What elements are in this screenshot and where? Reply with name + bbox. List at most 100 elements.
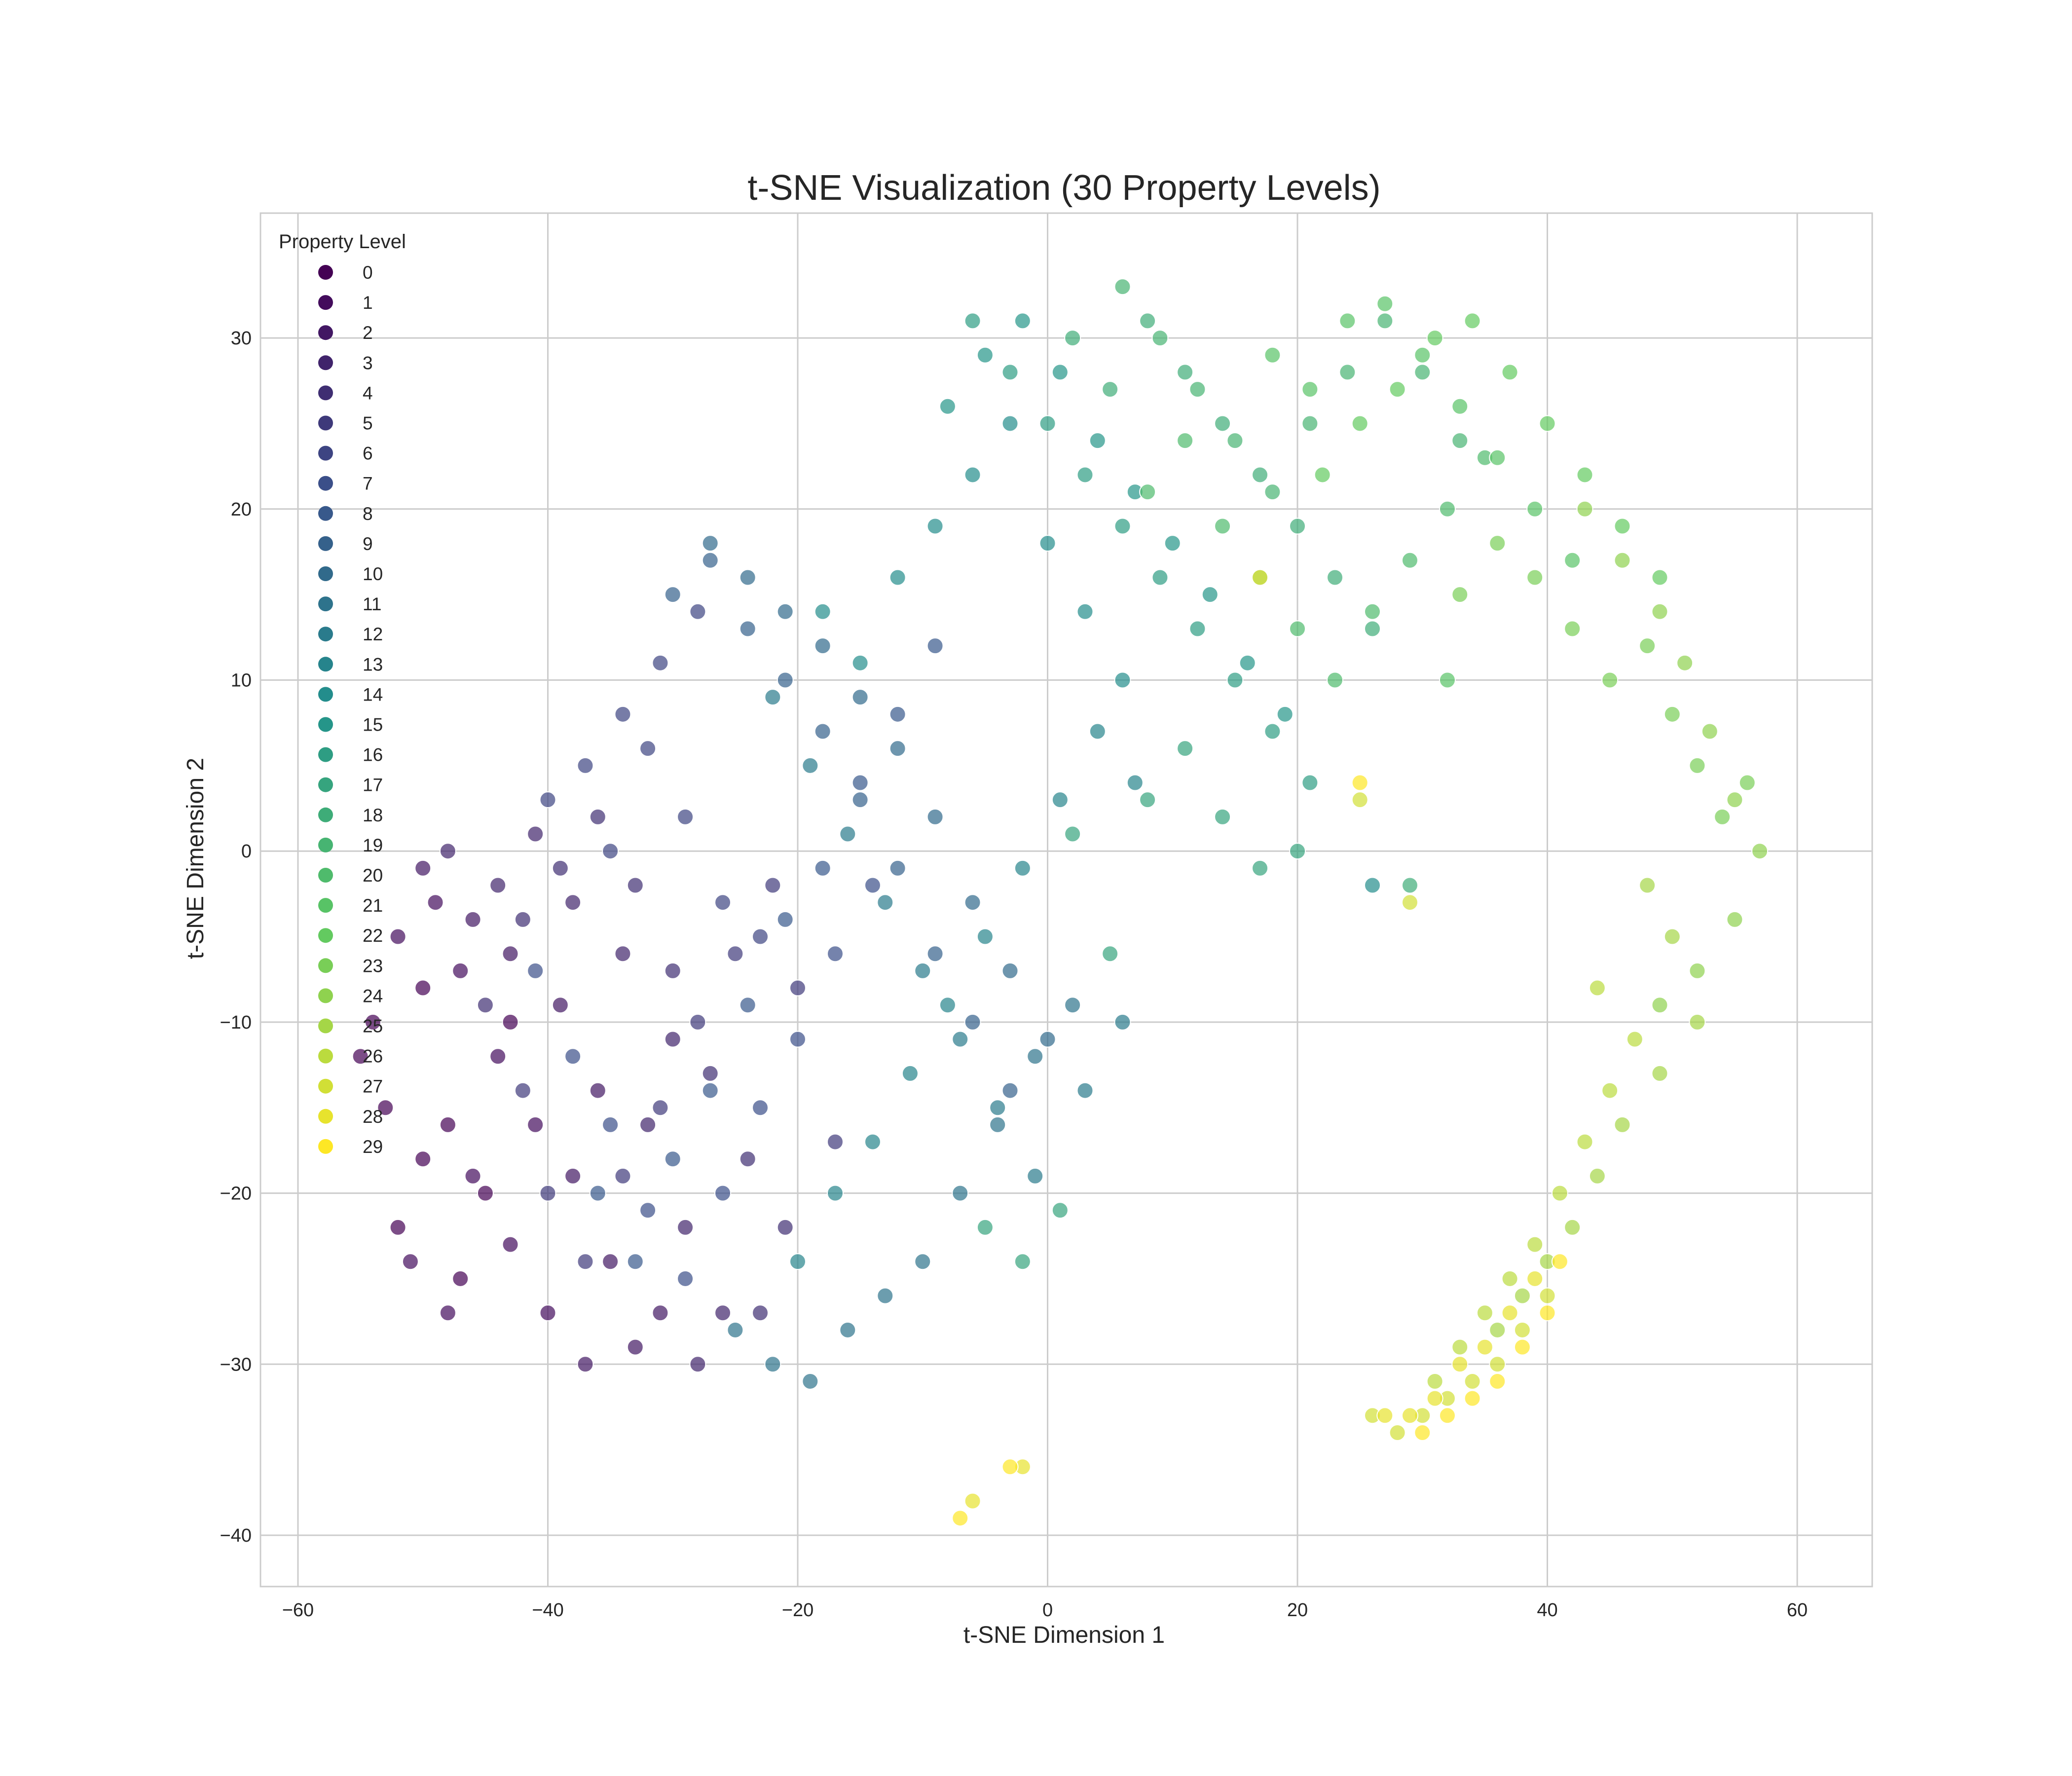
scatter-point (1651, 997, 1668, 1014)
series-14 (814, 415, 1381, 894)
legend-label: 25 (363, 1016, 383, 1036)
scatter-point (1526, 500, 1544, 518)
scatter-point (1464, 312, 1481, 330)
series-27 (1351, 791, 1556, 1441)
scatter-point (1614, 518, 1631, 535)
scatter-point (514, 1082, 531, 1099)
series-24 (1576, 500, 1769, 1014)
x-axis-label: t-SNE Dimension 1 (963, 1622, 1165, 1648)
scatter-point (964, 1013, 981, 1031)
scatter-point (527, 1116, 544, 1133)
y-tick-label: −40 (220, 1525, 252, 1546)
scatter-point (1076, 466, 1094, 483)
y-tick-label: 20 (231, 499, 252, 520)
scatter-point (864, 1133, 881, 1150)
y-axis-label: t-SNE Dimension 2 (183, 758, 209, 959)
scatter-point (1501, 1304, 1518, 1322)
scatter-point (1214, 808, 1231, 825)
scatter-point (1102, 381, 1119, 398)
scatter-point (739, 997, 756, 1014)
scatter-point (1451, 1356, 1469, 1373)
scatter-point (964, 894, 981, 911)
scatter-point (702, 1082, 719, 1099)
scatter-point (1451, 1338, 1469, 1356)
scatter-point (1239, 654, 1256, 671)
scatter-point (714, 894, 732, 911)
scatter-point (826, 945, 844, 962)
scatter-point (1214, 415, 1231, 432)
scatter-point (627, 877, 644, 894)
scatter-point (552, 997, 569, 1014)
scatter-point (1576, 466, 1593, 483)
legend-marker (318, 928, 333, 943)
legend-marker (318, 1018, 333, 1034)
scatter-point (1226, 671, 1244, 689)
scatter-point (976, 1219, 994, 1236)
scatter-point (1264, 346, 1281, 364)
scatter-point (639, 1202, 657, 1219)
scatter-point (1114, 1013, 1131, 1031)
scatter-point (677, 1219, 694, 1236)
scatter-point (689, 1013, 706, 1031)
scatter-point (1614, 552, 1631, 569)
scatter-point (652, 1304, 669, 1322)
scatter-point (614, 705, 631, 723)
scatter-point (589, 1184, 606, 1202)
x-tick-label: −60 (282, 1600, 314, 1621)
scatter-point (1476, 1304, 1493, 1322)
series-8 (589, 637, 944, 1270)
scatter-point (1102, 945, 1119, 962)
series-6 (539, 603, 769, 945)
scatter-point (1676, 654, 1694, 671)
scatter-point (1051, 1202, 1069, 1219)
scatter-point (1264, 483, 1281, 501)
legend-marker (318, 445, 333, 461)
scatter-point (1589, 979, 1606, 997)
scatter-point (1751, 843, 1769, 860)
scatter-point (1064, 997, 1081, 1014)
scatter-point (1489, 1321, 1506, 1338)
scatter-point (677, 1270, 694, 1287)
scatter-point (1351, 415, 1369, 432)
scatter-point (739, 620, 756, 637)
scatter-point (1576, 1133, 1593, 1150)
series-19 (1114, 278, 1469, 501)
scatter-point (414, 859, 432, 877)
scatter-point (1426, 1372, 1443, 1390)
scatter-point (564, 1167, 582, 1184)
scatter-point (814, 723, 831, 740)
scatter-point (1589, 1167, 1606, 1184)
scatter-point (1389, 1424, 1406, 1441)
scatter-point (1664, 928, 1681, 945)
scatter-point (1014, 312, 1031, 330)
series-25 (1489, 877, 1706, 1338)
legend-marker (318, 265, 333, 280)
scatter-point (577, 1356, 594, 1373)
scatter-point (851, 689, 869, 706)
legend-title: Property Level (279, 231, 406, 253)
scatter-point (714, 1184, 732, 1202)
scatter-point (364, 1013, 381, 1031)
scatter-point (1639, 877, 1656, 894)
scatter-point (1189, 620, 1206, 637)
legend-marker (318, 596, 333, 612)
legend-marker (318, 868, 333, 883)
scatter-point (1514, 1287, 1531, 1304)
scatter-point (752, 928, 769, 945)
scatter-point (789, 979, 806, 997)
scatter-point (1739, 774, 1756, 791)
series-5 (514, 877, 844, 1270)
x-axis-ticks: −60 −40 −20 0 20 40 60 (282, 1600, 1808, 1621)
legend-label: 16 (363, 745, 383, 765)
scatter-point (689, 603, 706, 620)
scatter-point (577, 1253, 594, 1270)
scatter-point (839, 825, 856, 843)
scatter-point (1139, 483, 1156, 501)
scatter-point (1151, 330, 1169, 347)
scatter-point (851, 654, 869, 671)
scatter-point (614, 945, 631, 962)
scatter-point (851, 774, 869, 791)
scatter-point (1564, 1219, 1581, 1236)
y-tick-label: 30 (231, 328, 252, 349)
scatter-point (1551, 1184, 1568, 1202)
